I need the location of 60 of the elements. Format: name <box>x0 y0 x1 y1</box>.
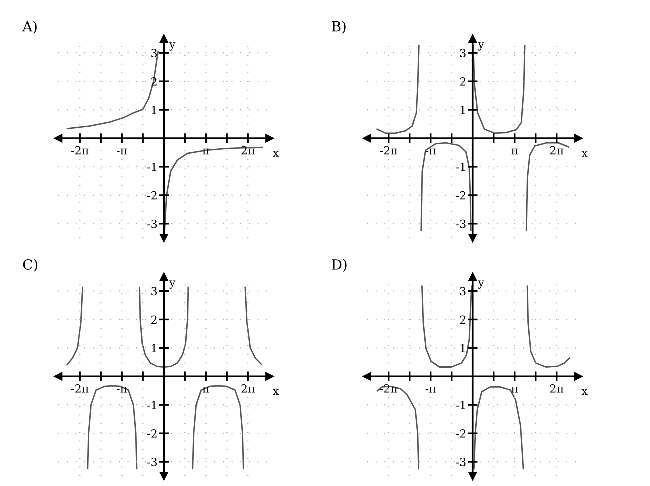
chart-title: A) <box>22 21 37 34</box>
line-series <box>66 50 160 130</box>
x-tick-label: -2π <box>72 146 89 155</box>
y-tick-label: 3 <box>460 49 466 58</box>
x-axis-title: x <box>273 151 280 157</box>
x-axis-title: x <box>582 389 588 396</box>
y-tick-label: -3 <box>456 220 466 228</box>
y-tick-label: 3 <box>460 287 466 296</box>
y-tick-label: -1 <box>148 162 156 172</box>
x-tick-label: 2π <box>242 384 255 393</box>
y-tick-label: -3 <box>148 220 158 228</box>
x-tick-label: π <box>512 148 518 155</box>
x-tick-label: 2π <box>242 146 255 155</box>
y-tick-label: -3 <box>148 458 158 466</box>
x-tick-label: 2π <box>550 146 564 155</box>
y-tick-label: -1 <box>456 401 466 410</box>
line-series <box>164 146 264 232</box>
x-axis-title: x <box>582 151 588 157</box>
chart-title: C) <box>23 259 38 272</box>
x-tick-label: 2π <box>550 384 564 393</box>
x-tick-label: -2π <box>380 146 398 155</box>
y-axis-title: y <box>169 42 176 51</box>
y-tick-label: 3 <box>152 287 158 296</box>
x-tick-label: π <box>512 386 518 393</box>
x-tick-label: -2π <box>72 384 89 393</box>
y-tick-label: 2 <box>152 316 157 324</box>
y-axis-title: y <box>478 280 484 289</box>
y-tick-label: -2 <box>148 430 157 438</box>
line-series <box>420 142 472 232</box>
y-tick-label: -2 <box>456 191 466 200</box>
chart-title: D) <box>332 259 347 272</box>
x-tick-label: -π <box>117 386 128 393</box>
line-series <box>526 142 570 232</box>
line-series <box>66 286 84 366</box>
chart-title: B) <box>332 21 346 34</box>
y-tick-label: -2 <box>148 191 157 200</box>
line-series <box>474 386 524 470</box>
y-tick-label: 1 <box>460 344 466 352</box>
y-axis-title: y <box>169 280 176 289</box>
line-series <box>526 286 570 368</box>
y-tick-label: -1 <box>148 401 156 410</box>
line-series <box>244 286 262 366</box>
y-tick-label: -2 <box>456 430 466 438</box>
y-tick-label: -3 <box>456 458 466 466</box>
line-series <box>376 45 420 134</box>
line-series <box>376 386 420 470</box>
y-tick-label: 1 <box>152 344 156 352</box>
y-tick-label: 2 <box>460 316 466 324</box>
y-tick-label: -1 <box>456 162 466 172</box>
y-axis-title: y <box>478 42 484 51</box>
line-series <box>87 385 138 470</box>
line-series <box>422 286 472 368</box>
x-tick-label: π <box>202 386 210 393</box>
y-tick-label: 3 <box>152 49 158 58</box>
y-tick-label: 2 <box>460 78 466 86</box>
x-tick-label: -π <box>426 386 436 393</box>
y-tick-label: 1 <box>152 106 156 114</box>
x-tick-label: -π <box>117 148 128 155</box>
y-tick-label: 1 <box>460 106 466 114</box>
x-axis-title: x <box>273 389 280 396</box>
